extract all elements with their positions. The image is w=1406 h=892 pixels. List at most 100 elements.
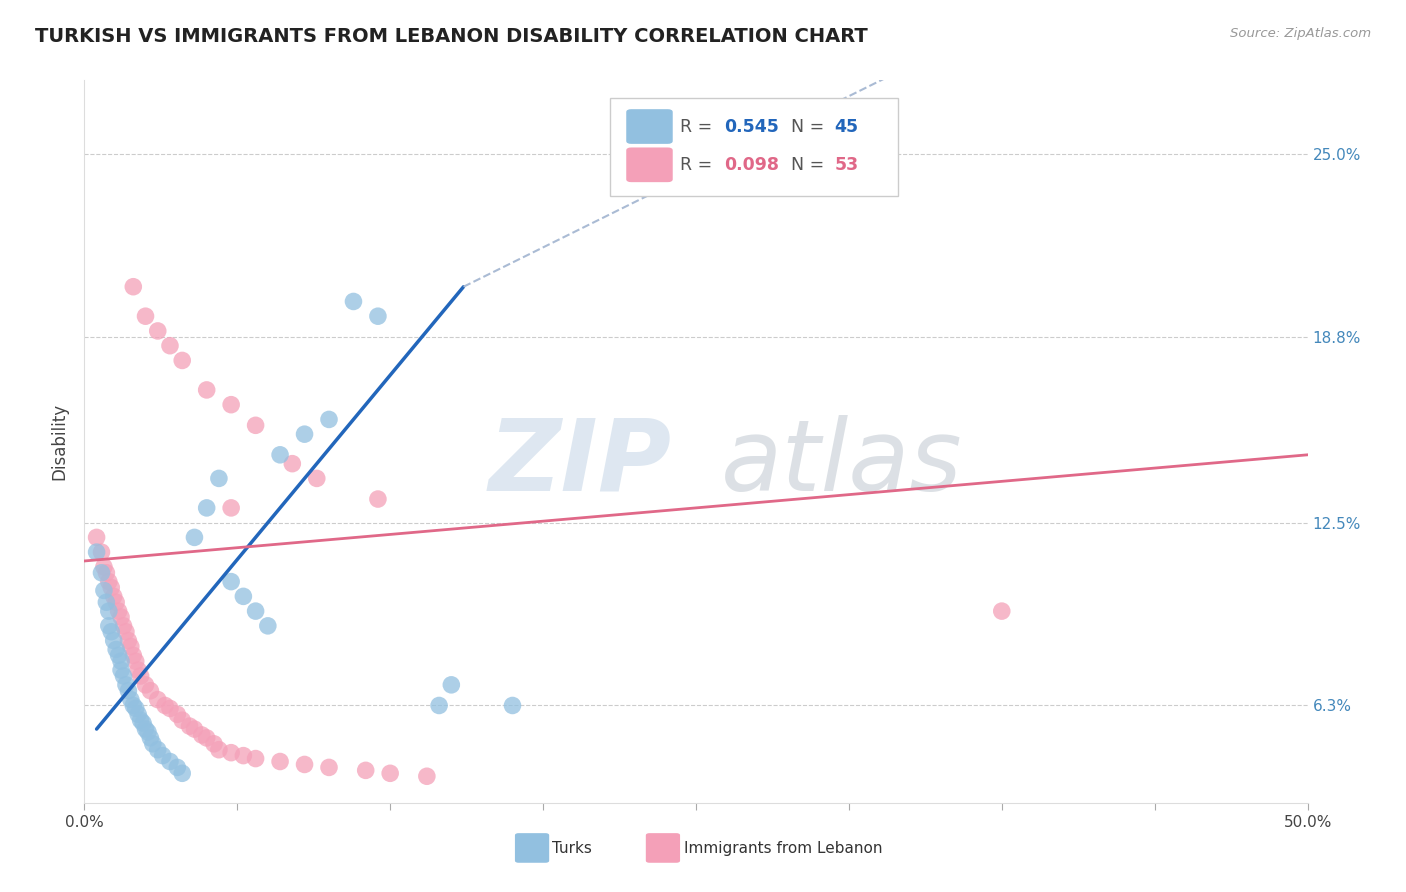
FancyBboxPatch shape (626, 109, 672, 144)
Point (269, 448, 291, 462)
Point (110, 663, 132, 677)
Point (110, 654, 132, 668)
Point (232, 590, 254, 604)
Point (97, 619, 120, 633)
Point (105, 595, 128, 609)
Point (245, 604, 267, 618)
Point (142, 737, 165, 751)
Point (117, 683, 139, 698)
Text: TURKISH VS IMMIGRANTS FROM LEBANON DISABILITY CORRELATION CHART: TURKISH VS IMMIGRANTS FROM LEBANON DISAB… (35, 27, 868, 45)
Point (294, 757, 316, 772)
Point (93, 560, 115, 574)
Point (90, 566, 112, 580)
Point (380, 766, 402, 780)
FancyBboxPatch shape (515, 833, 550, 863)
Point (105, 642, 128, 657)
Point (135, 678, 157, 692)
Point (153, 698, 176, 713)
Text: 45: 45 (834, 118, 858, 136)
Point (195, 731, 218, 745)
Text: atlas: atlas (720, 415, 962, 512)
Text: N =: N = (792, 156, 830, 174)
Point (110, 610, 132, 624)
Point (97, 604, 120, 618)
Point (115, 678, 138, 692)
Point (269, 755, 291, 769)
Point (120, 640, 142, 654)
Text: R =: R = (681, 156, 718, 174)
Point (90, 545, 112, 559)
Point (991, 604, 1014, 618)
Point (219, 746, 242, 760)
Text: N =: N = (792, 118, 830, 136)
Point (96, 566, 118, 580)
Point (112, 619, 135, 633)
Point (416, 769, 439, 783)
Point (146, 742, 169, 756)
Point (122, 698, 145, 713)
Point (208, 742, 231, 756)
Point (139, 683, 162, 698)
Point (136, 725, 159, 739)
Point (129, 669, 152, 683)
Point (245, 418, 267, 433)
Point (318, 412, 340, 426)
Point (127, 707, 149, 722)
Point (122, 279, 145, 293)
Point (219, 574, 242, 589)
Point (107, 604, 129, 618)
Point (139, 731, 162, 745)
FancyBboxPatch shape (610, 98, 898, 196)
Point (86, 530, 108, 544)
Point (195, 383, 218, 397)
Point (367, 309, 389, 323)
Point (245, 751, 267, 765)
Point (257, 619, 280, 633)
Point (294, 427, 316, 442)
FancyBboxPatch shape (645, 833, 681, 863)
Point (354, 764, 377, 778)
Point (342, 294, 364, 309)
Point (129, 713, 152, 727)
Point (152, 748, 174, 763)
Point (183, 722, 205, 736)
Text: Immigrants from Lebanon: Immigrants from Lebanon (683, 841, 882, 855)
Text: Turks: Turks (551, 841, 592, 855)
Point (172, 713, 194, 727)
Point (122, 648, 145, 663)
Text: Source: ZipAtlas.com: Source: ZipAtlas.com (1230, 27, 1371, 40)
Point (97, 574, 120, 589)
Point (100, 624, 122, 639)
Point (172, 353, 194, 368)
Point (281, 457, 304, 471)
Text: 53: 53 (834, 156, 858, 174)
Point (103, 590, 125, 604)
Point (146, 324, 169, 338)
Point (132, 716, 155, 731)
Point (219, 398, 242, 412)
Point (318, 760, 340, 774)
Text: ZIP: ZIP (488, 415, 672, 512)
Point (195, 500, 218, 515)
Point (103, 633, 125, 648)
Point (159, 339, 181, 353)
Point (93, 583, 115, 598)
Point (127, 663, 149, 677)
Point (135, 309, 157, 323)
Point (96, 595, 118, 609)
Point (191, 728, 214, 742)
Point (125, 654, 148, 668)
Point (120, 692, 142, 706)
Point (367, 491, 389, 506)
Point (166, 707, 188, 722)
Point (117, 633, 139, 648)
Point (135, 722, 157, 736)
Point (183, 530, 205, 544)
Point (440, 678, 463, 692)
Point (305, 471, 328, 485)
Point (159, 701, 181, 715)
Point (219, 500, 242, 515)
Point (166, 760, 188, 774)
Text: R =: R = (681, 118, 718, 136)
Point (427, 698, 450, 713)
